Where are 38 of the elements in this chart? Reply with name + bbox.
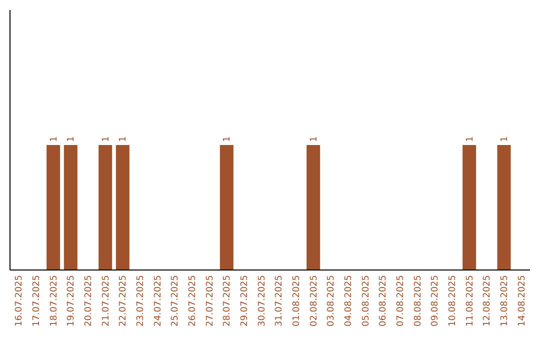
x-tick-label: 22.07.2025 <box>118 275 129 327</box>
x-tick-label: 25.07.2025 <box>170 275 181 327</box>
x-tick-label: 24.07.2025 <box>153 275 164 327</box>
x-tick-label: 17.07.2025 <box>32 275 42 327</box>
x-tick-label: 20.07.2025 <box>84 275 94 327</box>
x-tick-label: 03.08.2025 <box>326 275 337 327</box>
x-tick-label: 12.08.2025 <box>482 275 493 327</box>
data-label: 1 <box>118 136 129 142</box>
x-tick-label: 31.07.2025 <box>274 275 285 327</box>
x-tick-label: 02.08.2025 <box>309 275 320 327</box>
x-tick-label: 28.07.2025 <box>222 275 233 327</box>
data-label: 1 <box>465 136 476 142</box>
x-tick-label: 10.08.2025 <box>448 275 458 327</box>
x-tick-label: 09.08.2025 <box>430 275 441 327</box>
x-tick-label: 27.07.2025 <box>205 275 216 327</box>
x-tick-label: 26.07.2025 <box>188 275 198 327</box>
data-label: 1 <box>66 136 77 142</box>
data-label: 1 <box>101 136 112 142</box>
data-label: 1 <box>309 136 320 142</box>
x-tick-label: 11.08.2025 <box>465 275 476 327</box>
x-tick-label: 07.08.2025 <box>396 275 406 327</box>
x-tick-label: 08.08.2025 <box>413 275 424 327</box>
x-tick-label: 01.08.2025 <box>292 275 302 327</box>
x-tick-label: 06.08.2025 <box>378 275 389 327</box>
data-label: 1 <box>500 136 510 142</box>
x-tick-label: 05.08.2025 <box>361 275 372 327</box>
x-tick-label: 19.07.2025 <box>66 275 77 327</box>
x-tick-label: 29.07.2025 <box>240 275 250 327</box>
data-label: 1 <box>49 136 60 142</box>
x-tick-label: 16.07.2025 <box>14 275 25 327</box>
x-tick-label: 14.08.2025 <box>517 275 528 327</box>
x-tick-label: 18.07.2025 <box>49 275 60 327</box>
x-tick-label: 30.07.2025 <box>257 275 268 327</box>
x-tick-label: 23.07.2025 <box>136 275 146 327</box>
x-tick-label: 21.07.2025 <box>101 275 112 327</box>
x-tick-label: 13.08.2025 <box>500 275 510 327</box>
data-label: 1 <box>222 136 233 142</box>
x-tick-label: 04.08.2025 <box>344 275 354 327</box>
